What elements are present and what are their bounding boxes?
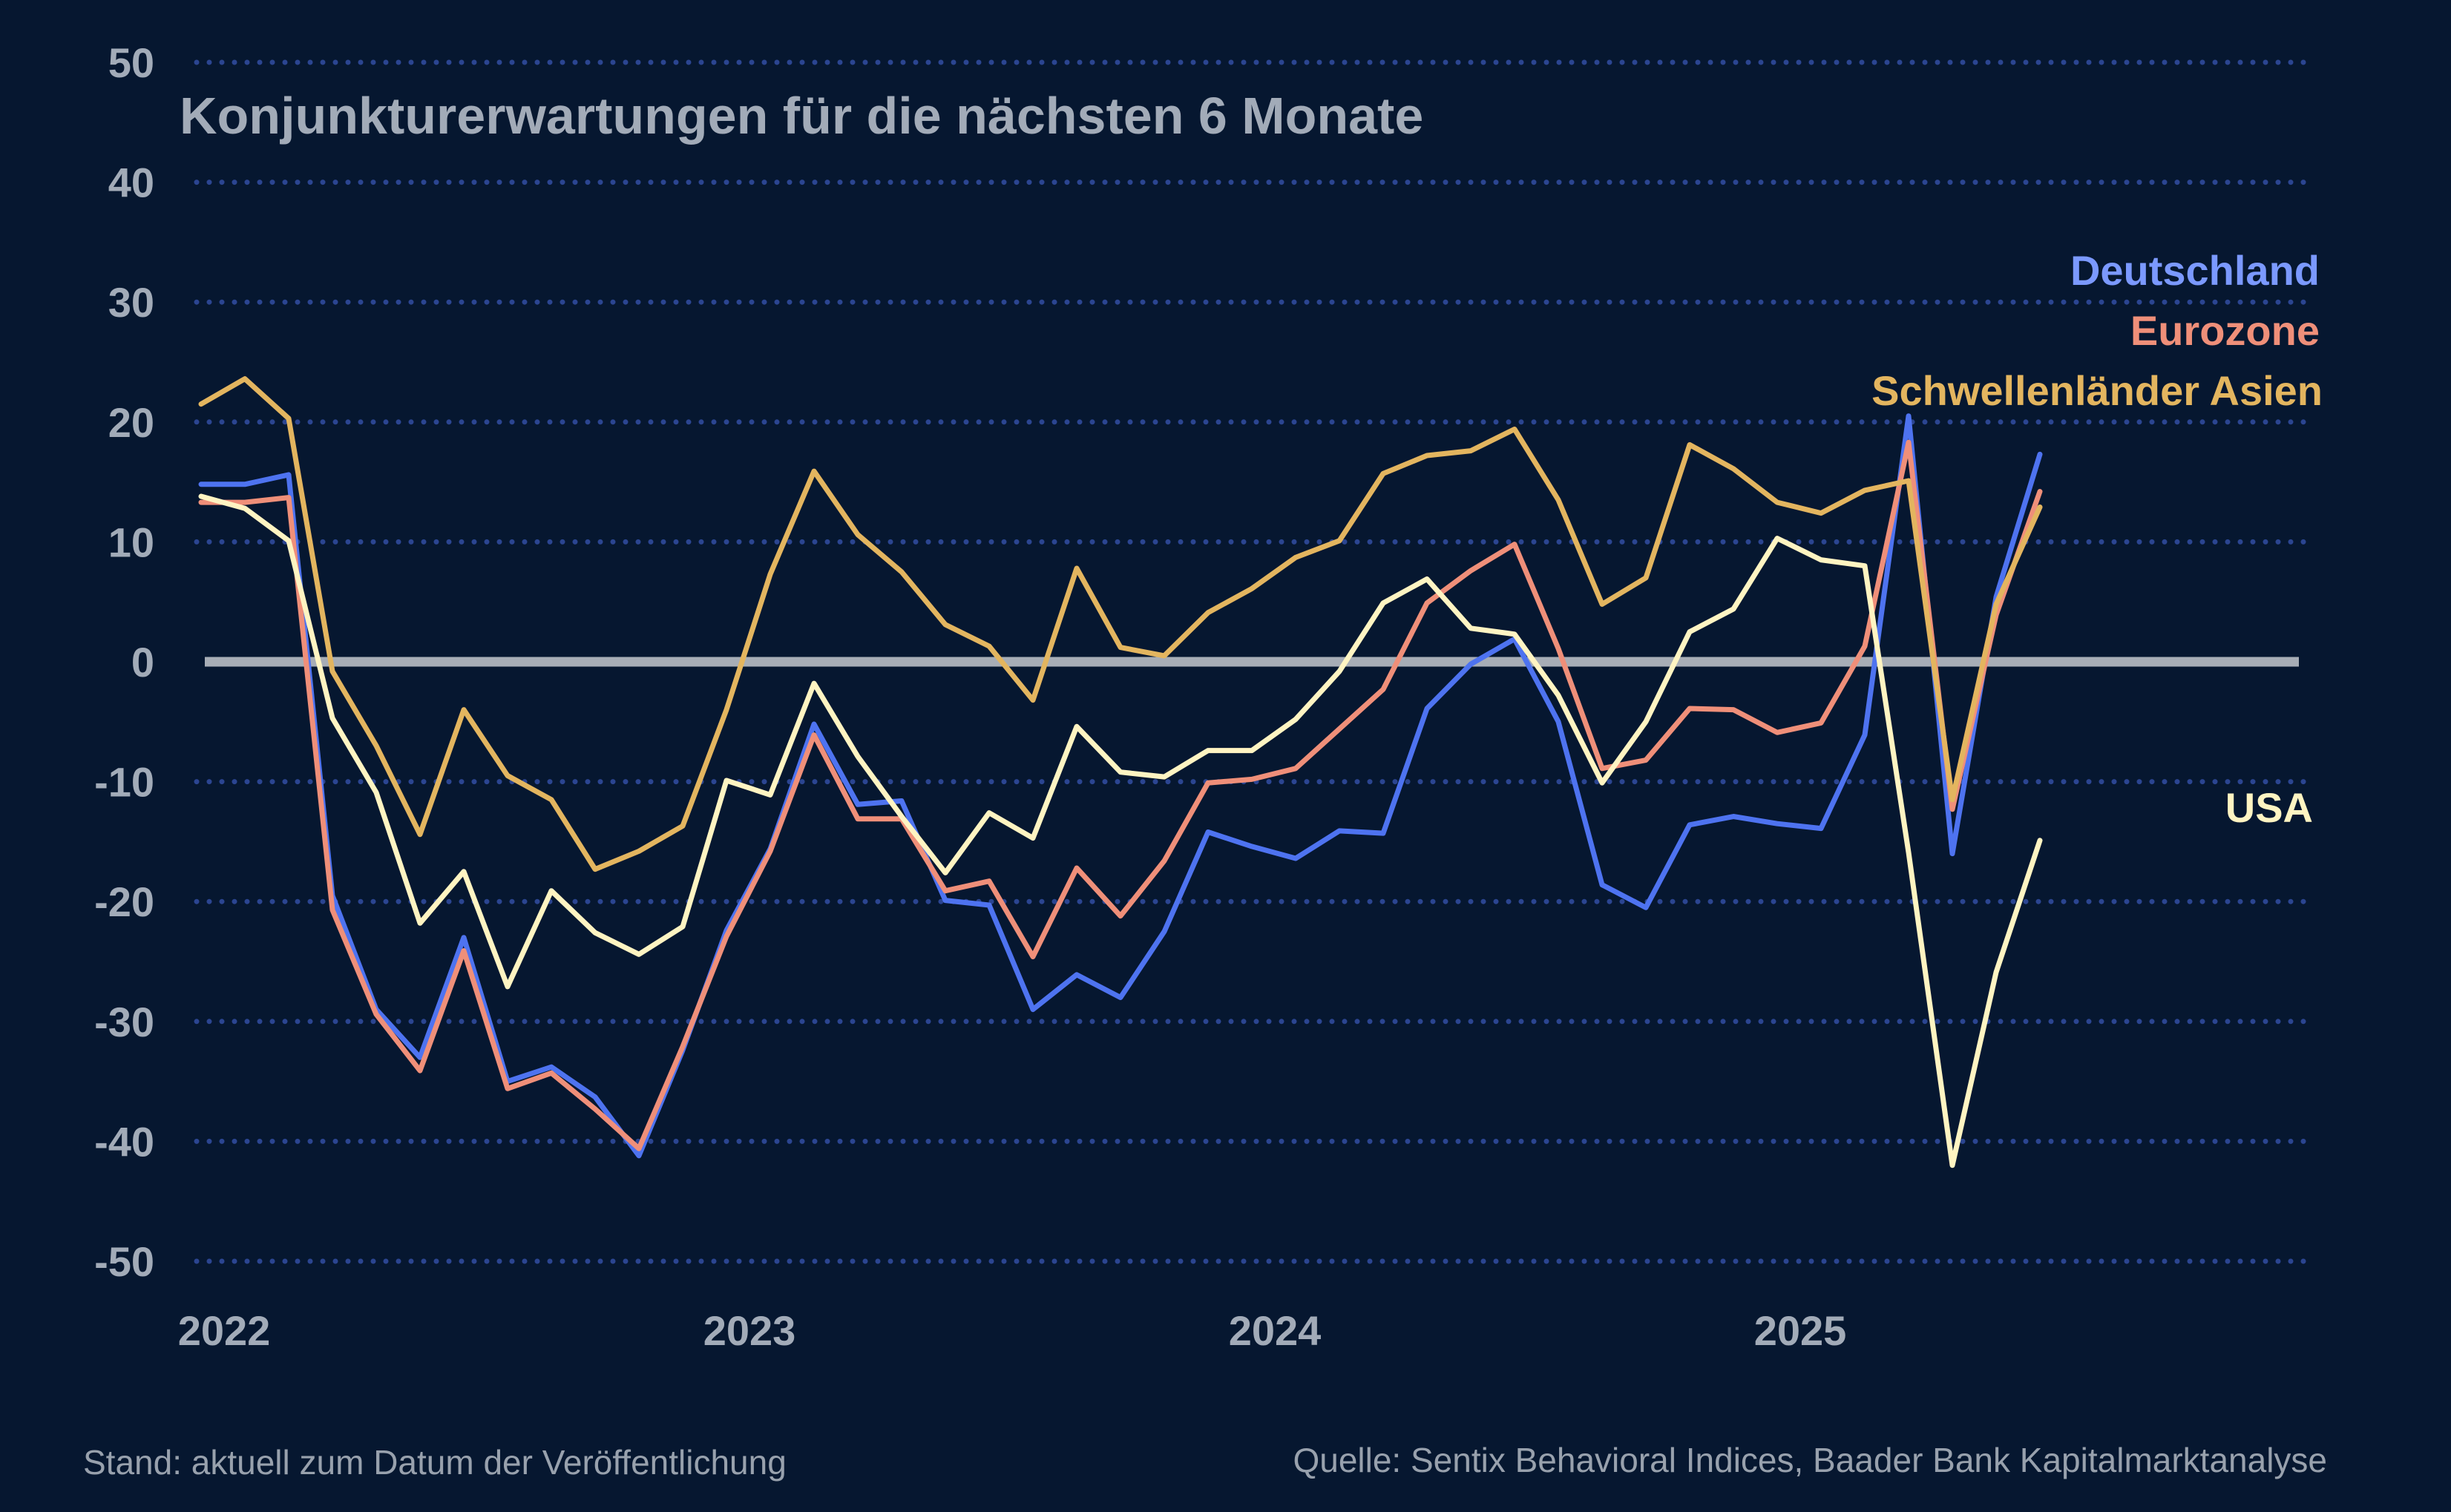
- x-tick-label: 2022: [178, 1307, 271, 1354]
- chart-title: Konjunkturerwartungen für die nächsten 6…: [180, 87, 1423, 145]
- series-line-deutschland: [198, 413, 2043, 1159]
- series-line-usa: [198, 493, 2043, 1168]
- y-tick-label: -40: [94, 1118, 154, 1165]
- y-tick-label: 20: [108, 399, 154, 446]
- grid-lines: [194, 59, 2318, 1264]
- legend-label-eurozone: Eurozone: [2130, 307, 2320, 354]
- y-tick-label: 30: [108, 279, 154, 326]
- y-axis-tick-labels: 50 40 30 20 10 0 -10 -20 -30 -40 -50: [94, 39, 154, 1285]
- x-tick-label: 2025: [1754, 1307, 1847, 1354]
- x-tick-label: 2024: [1229, 1307, 1322, 1354]
- y-tick-label: 10: [108, 519, 154, 565]
- legend-label-deutschland: Deutschland: [2070, 247, 2320, 294]
- series-line-eurozone: [198, 439, 2043, 1151]
- legend-label-usa: USA: [2225, 784, 2313, 831]
- x-tick-label: 2023: [703, 1307, 796, 1354]
- legend-label-schwellenl-nder-asien: Schwellenländer Asien: [1871, 367, 2323, 414]
- x-axis-tick-labels: 2022 2023 2024 2025: [178, 1307, 1847, 1354]
- series-lines: [198, 376, 2043, 1168]
- y-tick-label: -30: [94, 999, 154, 1045]
- y-tick-label: -50: [94, 1238, 154, 1285]
- y-tick-label: 50: [108, 39, 154, 86]
- y-tick-label: 0: [131, 639, 154, 686]
- series-line-schwellenl-nder-asien: [198, 376, 2043, 872]
- footer-note: Stand: aktuell zum Datum der Veröffentli…: [83, 1443, 787, 1482]
- source-note: Quelle: Sentix Behavioral Indices, Baade…: [1293, 1441, 2327, 1479]
- y-tick-label: -10: [94, 759, 154, 806]
- y-tick-label: 40: [108, 160, 154, 206]
- y-tick-label: -20: [94, 878, 154, 925]
- legend: Deutschland Eurozone Schwellenländer Asien…: [1871, 247, 2323, 831]
